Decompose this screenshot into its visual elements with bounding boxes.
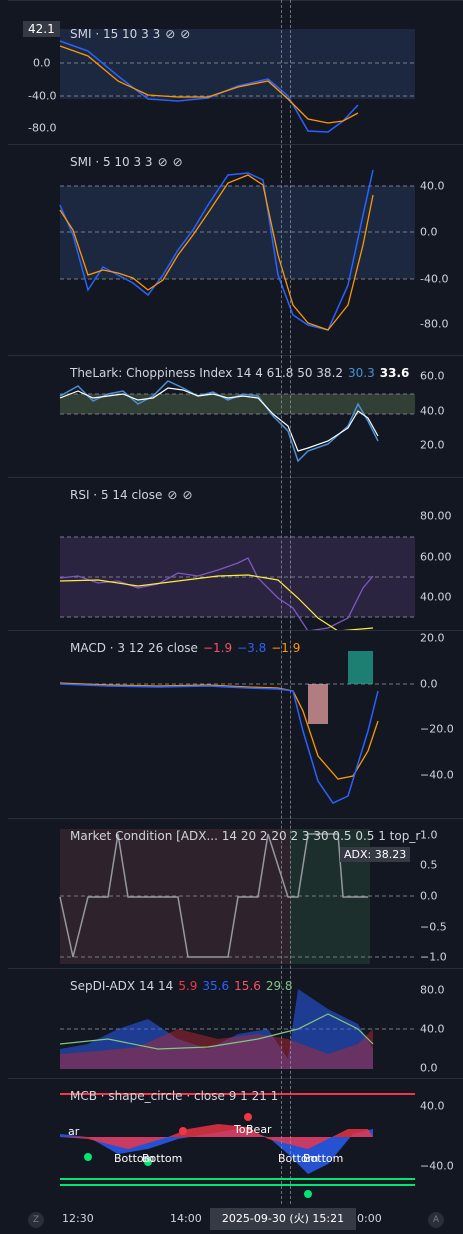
signal-label: Bottom [303,1152,344,1165]
adx-badge: ADX: 38.23 [340,847,411,862]
crosshair-time: 2025-09-30 (火) 15:21 [210,1208,356,1230]
crosshair-line [281,0,282,1234]
value-badge: 42.1 [23,21,60,37]
market-condition-chart [59,829,415,964]
pane-title: TheLark: Choppiness Index 14 4 61.8 50 3… [70,366,410,380]
choppiness-chart [59,380,415,463]
x-tick: 0:00 [357,1212,382,1225]
pane-title: RSI · 5 14 close ⊘ ⊘ [70,488,193,502]
signal-label: Top [234,1123,253,1136]
pane-mcb[interactable]: MCB · shape_circle · close 9 1 21 1 ar T… [8,1078,463,1207]
sepdi-adx-chart [59,989,415,1069]
eye-off-icon: ⊘ [182,488,193,502]
pane-title: MCB · shape_circle · close 9 1 21 1 [70,1089,279,1103]
pane-title: SMI · 15 10 3 3 ⊘ ⊘ [70,27,191,41]
pane-title: SepDI-ADX 14 14 5.9 35.6 15.6 29.8 [70,979,293,993]
pane-rsi[interactable]: RSI · 5 14 close ⊘ ⊘ 80.00 60.00 40.00 [8,477,463,631]
rsi-chart [59,536,415,631]
pane-choppiness[interactable]: TheLark: Choppiness Index 14 4 61.8 50 3… [8,355,463,478]
pane-market-condition[interactable]: Market Condition [ADX... 14 20 2 20 2 3 … [8,818,463,969]
x-tick: 14:00 [170,1212,202,1225]
eye-off-icon: ⊘ [165,27,176,41]
pane-title: SMI · 5 10 3 3 ⊘ ⊘ [70,155,183,169]
signal-label: ar [68,1125,80,1138]
pane-sepdi-adx[interactable]: SepDI-ADX 14 14 5.9 35.6 15.6 29.8 80.0 40.0… [8,968,463,1079]
auto-scale-button[interactable]: A [428,1212,444,1228]
macd-chart [59,651,415,804]
mcb-chart [60,1093,415,1198]
smi-15-chart [59,29,415,133]
signal-label: Bottom [142,1152,183,1165]
pane-title: Market Condition [ADX... 14 20 2 20 2 3 … [70,829,421,843]
zoom-button[interactable]: Z [28,1212,44,1228]
signal-label: Bottom [278,1152,319,1165]
eye-off-icon: ⊘ [157,155,168,169]
pane-title: MACD · 3 12 26 close −1.9 −3.8 −1.9 [70,641,301,655]
signal-label: Bear [246,1123,272,1136]
eye-off-icon: ⊘ [180,27,191,41]
x-tick: 12:30 [62,1212,94,1225]
crosshair-line [290,0,291,1234]
signal-label: Bottom [114,1152,155,1165]
eye-off-icon: ⊘ [167,488,178,502]
pane-smi-15[interactable]: 42.1 SMI · 15 10 3 3 ⊘ ⊘ 0.0 -40.0 -80.0 [8,0,463,145]
pane-smi-5[interactable]: SMI · 5 10 3 3 ⊘ ⊘ 40.0 0.0 -40.0 -80.0 [8,144,463,356]
smi-5-chart [59,169,415,331]
eye-off-icon: ⊘ [172,155,183,169]
pane-macd[interactable]: MACD · 3 12 26 close −1.9 −3.8 −1.9 20.0 0.… [8,630,463,819]
